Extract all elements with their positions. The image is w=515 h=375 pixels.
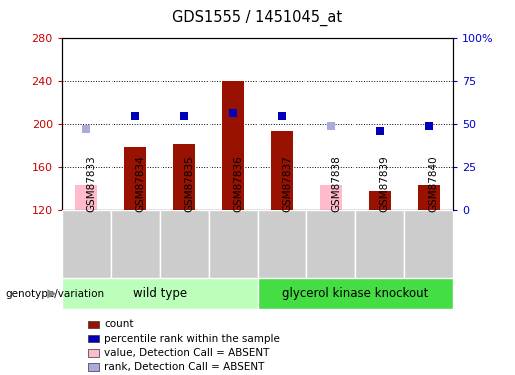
Bar [258, 210, 306, 278]
Text: GSM87839: GSM87839 [380, 155, 390, 212]
Bar [320, 185, 342, 210]
Bar [62, 210, 111, 278]
Text: GSM87835: GSM87835 [184, 155, 194, 212]
Text: GDS1555 / 1451045_at: GDS1555 / 1451045_at [173, 9, 342, 26]
Text: wild type: wild type [132, 287, 187, 300]
Text: GSM87833: GSM87833 [86, 155, 96, 212]
Text: rank, Detection Call = ABSENT: rank, Detection Call = ABSENT [104, 362, 264, 372]
Bar [160, 210, 209, 278]
Bar [355, 210, 404, 278]
Text: GSM87840: GSM87840 [428, 155, 439, 212]
Bar [111, 210, 160, 278]
Bar [209, 210, 258, 278]
Bar [306, 210, 355, 278]
Text: GSM87837: GSM87837 [282, 155, 292, 212]
Text: genotype/variation: genotype/variation [5, 289, 104, 299]
Text: glycerol kinase knockout: glycerol kinase knockout [282, 287, 428, 300]
Text: count: count [104, 320, 133, 329]
Bar [222, 81, 244, 210]
Text: GSM87836: GSM87836 [233, 155, 243, 212]
Bar [369, 190, 391, 210]
Bar [62, 278, 258, 309]
Bar [404, 210, 453, 278]
Bar [271, 131, 293, 210]
Text: GSM87834: GSM87834 [135, 155, 145, 212]
Text: value, Detection Call = ABSENT: value, Detection Call = ABSENT [104, 348, 269, 358]
Bar [75, 185, 97, 210]
Bar [418, 185, 440, 210]
Text: GSM87838: GSM87838 [331, 155, 341, 212]
Bar [124, 147, 146, 210]
Bar [258, 278, 453, 309]
Polygon shape [47, 290, 57, 298]
Text: percentile rank within the sample: percentile rank within the sample [104, 334, 280, 344]
Bar [173, 144, 195, 210]
